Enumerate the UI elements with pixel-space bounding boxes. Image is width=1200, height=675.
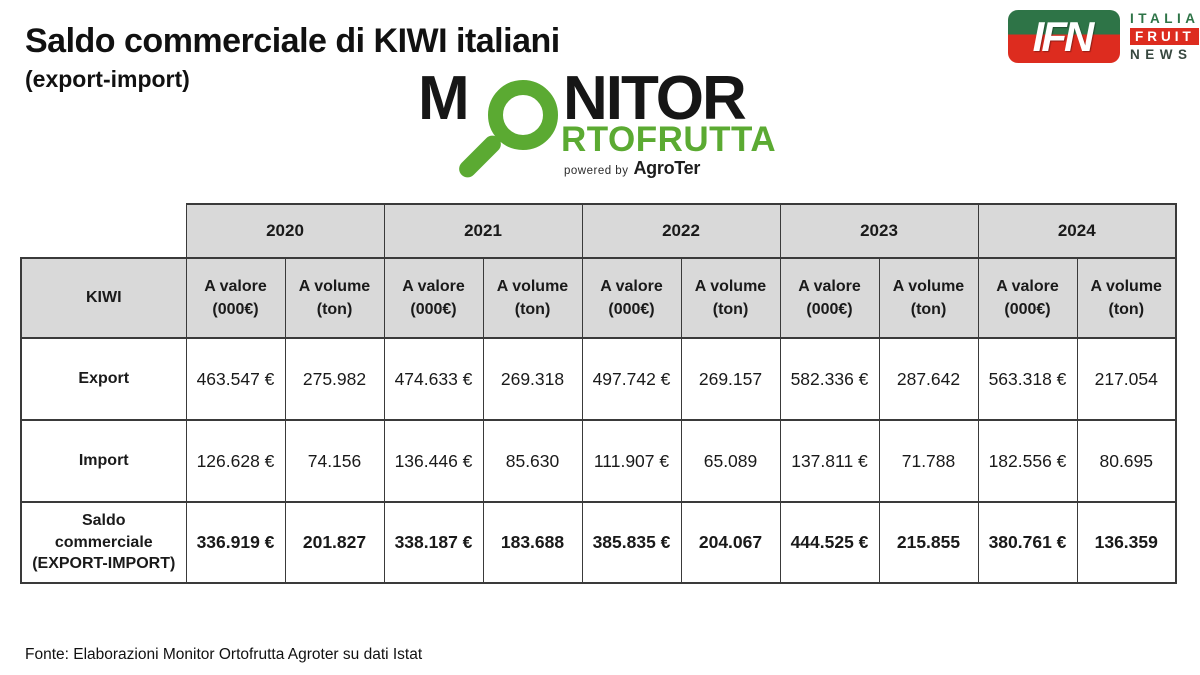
subcolumn-header-row: KIWI A valore (000€) A volume (ton) A valo… xyxy=(20,257,1177,339)
col-header-valore: A valore (000€) xyxy=(779,257,880,339)
table-cell: 71.788 xyxy=(878,419,979,503)
col-header-volume: A volume (ton) xyxy=(1076,257,1177,339)
table-cell: 183.688 xyxy=(482,501,583,584)
page-subtitle: (export-import) xyxy=(25,66,190,92)
year-header-2020: 2020 xyxy=(185,203,385,259)
col-header-valore: A valore (000€) xyxy=(185,257,286,339)
year-header-2022: 2022 xyxy=(581,203,781,259)
table-cell: 80.695 xyxy=(1076,419,1177,503)
table-cell: 136.359 xyxy=(1076,501,1177,584)
page-title: Saldo commerciale di KIWI italiani xyxy=(25,22,560,60)
monitor-ortofrutta-logo: M NITOR RTOFRUTTA powered by AgroTer xyxy=(418,60,788,188)
table-cell: 65.089 xyxy=(680,419,781,503)
table-cell: 269.318 xyxy=(482,337,583,421)
corner-blank xyxy=(21,204,186,258)
col-header-volume: A volume (ton) xyxy=(878,257,979,339)
table-cell: 74.156 xyxy=(284,419,385,503)
year-header-2024: 2024 xyxy=(977,203,1177,259)
ifn-news-label: NEWS xyxy=(1130,47,1193,62)
col-header-volume: A volume (ton) xyxy=(284,257,385,339)
table-cell: 287.642 xyxy=(878,337,979,421)
table-cell: 336.919 € xyxy=(185,501,286,584)
powered-by-line: powered by AgroTer xyxy=(564,158,700,179)
table-cell: 85.630 xyxy=(482,419,583,503)
table-cell: 215.855 xyxy=(878,501,979,584)
ifn-logo: IFN ITALIA FRUIT NEWS xyxy=(1008,10,1199,66)
col-header-volume: A volume (ton) xyxy=(482,257,583,339)
table-cell: 497.742 € xyxy=(581,337,682,421)
ifn-badge: IFN xyxy=(1008,10,1120,63)
ifn-italia-label: ITALIA xyxy=(1130,11,1200,26)
powered-by-label: powered by xyxy=(564,165,629,177)
monitor-logo-letters-nitor: NITOR xyxy=(563,64,747,133)
agroter-wordmark: AgroTer xyxy=(633,158,701,178)
col-header-valore: A valore (000€) xyxy=(383,257,484,339)
table-cell: 474.633 € xyxy=(383,337,484,421)
table-cell: 380.761 € xyxy=(977,501,1078,584)
ifn-text-column: ITALIA FRUIT NEWS xyxy=(1130,11,1200,62)
year-header-row: 2020 2021 2022 2023 2024 xyxy=(21,203,1177,259)
table-cell: 385.835 € xyxy=(581,501,682,584)
col-header-valore: A valore (000€) xyxy=(977,257,1078,339)
source-note: Fonte: Elaborazioni Monitor Ortofrutta A… xyxy=(25,646,423,663)
table-cell: 136.446 € xyxy=(383,419,484,503)
table-row-import: Import 126.628 € 74.156 136.446 € 85.630… xyxy=(20,419,1177,503)
table-cell: 582.336 € xyxy=(779,337,880,421)
table-cell: 137.811 € xyxy=(779,419,880,503)
row-label-export: Export xyxy=(20,337,187,421)
table-cell: 204.067 xyxy=(680,501,781,584)
ifn-fruit-label: FRUIT xyxy=(1130,28,1199,45)
row-label-saldo: Saldo commerciale (EXPORT-IMPORT) xyxy=(20,501,187,584)
year-header-2021: 2021 xyxy=(383,203,583,259)
col-header-volume: A volume (ton) xyxy=(680,257,781,339)
row-label-import: Import xyxy=(20,419,187,503)
table-cell: 126.628 € xyxy=(185,419,286,503)
corner-header-kiwi: KIWI xyxy=(20,257,187,339)
table-cell: 338.187 € xyxy=(383,501,484,584)
table-row-export: Export 463.547 € 275.982 474.633 € 269.3… xyxy=(20,337,1177,421)
table-cell: 563.318 € xyxy=(977,337,1078,421)
monitor-logo-letter-m: M xyxy=(418,64,470,133)
kiwi-trade-balance-table: 2020 2021 2022 2023 2024 KIWI A valore (0… xyxy=(20,203,1177,584)
year-header-2023: 2023 xyxy=(779,203,979,259)
table-cell: 444.525 € xyxy=(779,501,880,584)
col-header-valore: A valore (000€) xyxy=(581,257,682,339)
table-cell: 275.982 xyxy=(284,337,385,421)
table-cell: 201.827 xyxy=(284,501,385,584)
table-row-saldo: Saldo commerciale (EXPORT-IMPORT) 336.91… xyxy=(20,501,1177,584)
table-cell: 269.157 xyxy=(680,337,781,421)
table-cell: 463.547 € xyxy=(185,337,286,421)
ifn-abbr: IFN xyxy=(1032,12,1095,60)
ortofrutta-wordmark: RTOFRUTTA xyxy=(561,120,777,159)
magnifier-handle-icon xyxy=(455,132,505,181)
table-cell: 182.556 € xyxy=(977,419,1078,503)
table-cell: 217.054 xyxy=(1076,337,1177,421)
table-cell: 111.907 € xyxy=(581,419,682,503)
